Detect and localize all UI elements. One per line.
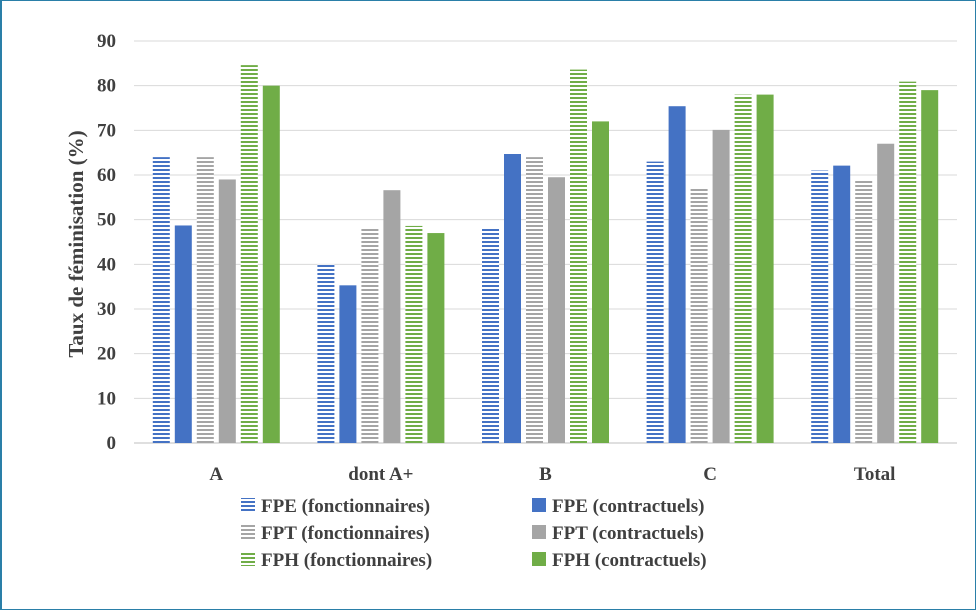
bar [219, 179, 236, 443]
x-tick-label: B [539, 464, 552, 485]
bar [197, 157, 214, 443]
y-tick-label: 0 [107, 433, 117, 454]
bar [647, 162, 664, 443]
legend-label: FPT (fonctionnaires) [261, 523, 430, 544]
bar [263, 86, 280, 443]
bar [592, 121, 609, 443]
legend-swatch [241, 552, 255, 566]
y-tick-label: 40 [97, 254, 116, 275]
bar [482, 229, 499, 443]
y-tick-label: 70 [97, 120, 116, 141]
y-tick-label: 20 [97, 344, 116, 365]
bar [548, 177, 565, 443]
legend-label: FPH (fonctionnaires) [261, 550, 432, 571]
legend-label: FPH (contractuels) [552, 550, 707, 571]
bar [669, 106, 686, 443]
y-axis-ticks: 0 10 20 30 40 50 60 70 80 90 [97, 31, 116, 454]
bar [361, 229, 378, 443]
bar [317, 264, 334, 443]
bar [713, 130, 730, 443]
y-tick-label: 30 [97, 299, 116, 320]
y-tick-label: 90 [97, 31, 116, 52]
bar [526, 157, 543, 443]
bar [405, 226, 422, 443]
bar [877, 144, 894, 443]
bar [735, 95, 752, 443]
x-tick-label: dont A+ [348, 464, 413, 485]
bar [153, 157, 170, 443]
legend-swatch [241, 498, 255, 512]
bar [504, 154, 521, 443]
legend: FPE (fonctionnaires) FPE (contractuels) FP… [241, 496, 707, 571]
legend-swatch [241, 525, 255, 539]
legend-swatch [532, 498, 546, 512]
y-tick-label: 80 [97, 76, 116, 97]
legend-swatch [532, 552, 546, 566]
y-axis-title: Taux de féminisation (%) [64, 130, 88, 357]
bar [855, 179, 872, 443]
bar [427, 233, 444, 443]
legend-swatch [532, 525, 546, 539]
bar [175, 225, 192, 443]
bar [811, 171, 828, 443]
bar [757, 95, 774, 443]
x-tick-label: C [703, 464, 717, 485]
bar [833, 166, 850, 443]
bars [153, 65, 938, 443]
bar [570, 70, 587, 443]
bar [383, 190, 400, 443]
legend-label: FPE (contractuels) [552, 496, 704, 517]
y-tick-label: 10 [97, 388, 116, 409]
x-tick-label: A [209, 464, 223, 485]
bar [921, 90, 938, 443]
legend-label: FPE (fonctionnaires) [261, 496, 430, 517]
bar [899, 82, 916, 443]
bar [241, 65, 258, 443]
x-tick-label: Total [854, 464, 896, 485]
y-tick-label: 50 [97, 210, 116, 231]
bar [691, 188, 708, 443]
bar [339, 285, 356, 443]
y-tick-label: 60 [97, 165, 116, 186]
legend-label: FPT (contractuels) [552, 523, 704, 544]
